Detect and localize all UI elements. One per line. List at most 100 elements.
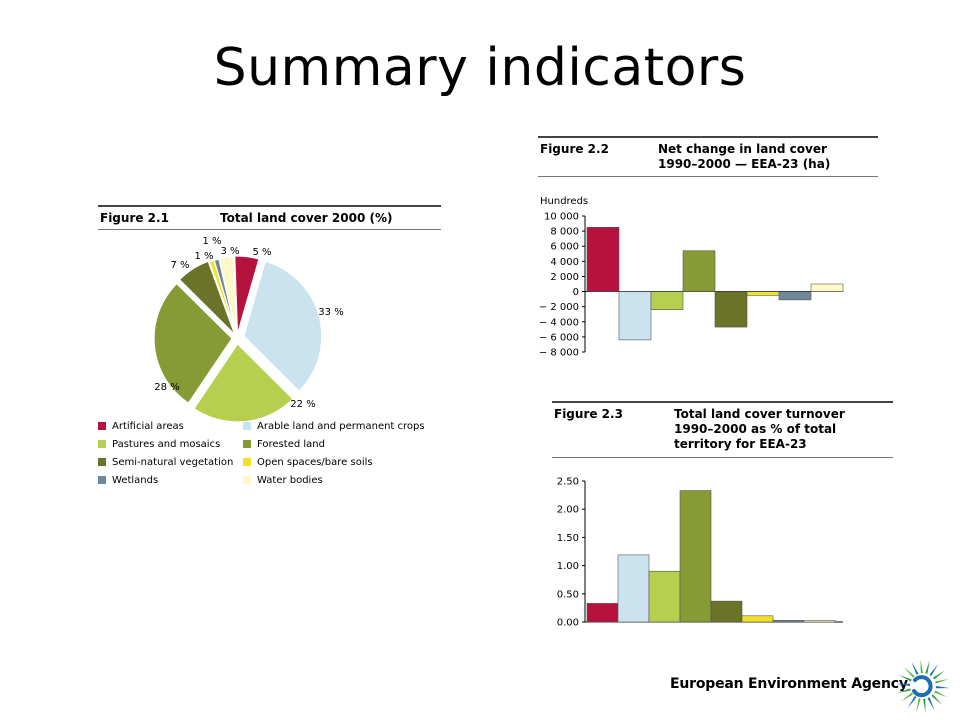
eea-logo-petal xyxy=(935,678,950,684)
legend-item-forested: Forested land xyxy=(243,438,325,451)
pie-slice-openspaces xyxy=(208,259,237,336)
legend-swatch-wetlands xyxy=(98,476,106,484)
net-change-bar-artificial xyxy=(586,227,620,292)
pie-slice-artificial xyxy=(234,255,260,335)
legend-label-arable: Arable land and permanent crops xyxy=(257,421,425,432)
legend-swatch-openspaces xyxy=(243,458,251,466)
legend-item-seminatural: Semi-natural vegetation xyxy=(98,456,233,469)
turnover-bar-water xyxy=(803,620,836,623)
net-change-bar-water xyxy=(810,283,844,292)
turnover-bar-wetlands xyxy=(772,620,805,623)
pie-slice-seminatural xyxy=(178,260,236,336)
pie-slice-arable xyxy=(243,260,323,393)
legend-item-pastures: Pastures and mosaics xyxy=(98,438,220,451)
legend-label-artificial: Artificial areas xyxy=(112,421,184,432)
legend-item-artificial: Artificial areas xyxy=(98,420,184,433)
legend-swatch-water xyxy=(243,476,251,484)
eea-logo-petal xyxy=(916,698,921,713)
pie-label-artificial: 5 % xyxy=(252,247,271,258)
figure-2-3-title-line-3: territory for EEA-23 xyxy=(674,437,807,451)
net-change-bar-pastures xyxy=(650,291,684,310)
turnover-bar-arable xyxy=(617,554,650,623)
net-change-y-tick-label: − 8 000 xyxy=(539,348,579,359)
turnover-y-tick-label: 2.50 xyxy=(557,477,579,488)
pie-slice-water xyxy=(218,256,238,336)
net-change-y-tick-label: − 4 000 xyxy=(539,317,579,328)
eea-logo-petal xyxy=(903,667,915,678)
figure-2-3-title-line-1: Total land cover turnover xyxy=(674,407,845,421)
agency-name: European Environment Agency xyxy=(670,676,908,692)
net-change-bar-seminatural xyxy=(714,291,748,328)
net-change-y-tick-label: − 6 000 xyxy=(539,332,579,343)
slide-title: Summary indicators xyxy=(213,38,747,98)
legend-label-forested: Forested land xyxy=(257,439,325,450)
net-change-bar-openspaces xyxy=(746,291,780,296)
eea-logo-icon xyxy=(896,659,950,713)
eea-logo-petal xyxy=(925,659,930,674)
figure-2-2-title-line-1: Net change in land cover xyxy=(658,142,827,156)
eea-logo-petal xyxy=(896,688,911,694)
net-change-bar-forested xyxy=(682,250,716,292)
legend-label-openspaces: Open spaces/bare soils xyxy=(257,457,373,468)
turnover-bar-pastures xyxy=(648,570,681,623)
eea-logo-petal xyxy=(923,698,926,713)
pie-label-water: 3 % xyxy=(220,246,239,257)
net-change-y-tick-label: 2 000 xyxy=(550,272,579,283)
net-change-y-tick-label: 0 xyxy=(573,287,579,298)
eea-logo-petal xyxy=(900,692,914,702)
legend-swatch-seminatural xyxy=(98,458,106,466)
eea-logo-petal xyxy=(934,690,948,698)
legend-swatch-arable xyxy=(243,422,251,430)
turnover-y-tick-label: 2.00 xyxy=(557,505,579,516)
legend-label-pastures: Pastures and mosaics xyxy=(112,439,221,450)
turnover-y-tick-label: 0.00 xyxy=(557,618,579,629)
eea-logo-swirl xyxy=(912,675,933,698)
net-change-y-tick-label: 6 000 xyxy=(550,242,579,253)
figure-2-2-title: Net change in land cover 1990–2000 — EEA… xyxy=(658,142,830,172)
eea-logo-petal xyxy=(920,659,923,674)
net-change-y-label: Hundreds xyxy=(540,196,588,207)
turnover-y-tick-label: 1.50 xyxy=(557,533,579,544)
pie-label-seminatural: 7 % xyxy=(170,260,189,271)
eea-logo-petal xyxy=(898,674,912,682)
eea-logo-petal xyxy=(896,683,911,686)
turnover-y-tick-label: 0.50 xyxy=(557,589,579,600)
turnover-y-tick-label: 1.00 xyxy=(557,561,579,572)
eea-logo-petal xyxy=(927,697,935,711)
turnover-bar-artificial xyxy=(586,603,619,623)
turnover-bar-seminatural xyxy=(710,600,743,623)
legend-swatch-pastures xyxy=(98,440,106,448)
legend-swatch-artificial xyxy=(98,422,106,430)
legend-label-wetlands: Wetlands xyxy=(112,475,159,486)
legend-item-wetlands: Wetlands xyxy=(98,474,158,487)
figure-2-3-title-line-2: 1990–2000 as % of total xyxy=(674,422,837,436)
net-change-bar-wetlands xyxy=(778,291,812,301)
eea-logo-petal xyxy=(931,694,943,705)
pie-slice-wetlands xyxy=(213,258,237,336)
pie-label-arable: 33 % xyxy=(318,307,343,318)
net-change-y-tick-label: 10 000 xyxy=(544,212,579,223)
eea-logo-petal xyxy=(911,661,919,675)
figure-2-3-number: Figure 2.3 xyxy=(554,407,623,421)
pie-label-wetlands: 1 % xyxy=(202,236,221,247)
legend-label-water: Water bodies xyxy=(257,475,323,486)
legend-swatch-forested xyxy=(243,440,251,448)
net-change-bar-arable xyxy=(618,291,652,341)
figure-2-3-header: Figure 2.3 Total land cover turnover 199… xyxy=(552,401,893,458)
eea-logo-petal xyxy=(907,695,917,709)
legend-item-openspaces: Open spaces/bare soils xyxy=(243,456,373,469)
eea-logo-petal xyxy=(935,686,950,689)
eea-logo-petal xyxy=(932,670,946,680)
figure-2-2-title-line-2: 1990–2000 — EEA-23 (ha) xyxy=(658,157,831,171)
pie-label-forested: 28 % xyxy=(154,382,179,393)
net-change-y-tick-label: 4 000 xyxy=(550,257,579,268)
net-change-y-tick-label: 8 000 xyxy=(550,227,579,238)
net-change-y-tick-label: − 2 000 xyxy=(539,302,579,313)
figure-2-3-title: Total land cover turnover 1990–2000 as %… xyxy=(674,407,845,452)
eea-logo-petal xyxy=(929,663,939,677)
pie-slice-forested xyxy=(153,282,233,404)
figure-2-1-number: Figure 2.1 xyxy=(100,211,169,225)
